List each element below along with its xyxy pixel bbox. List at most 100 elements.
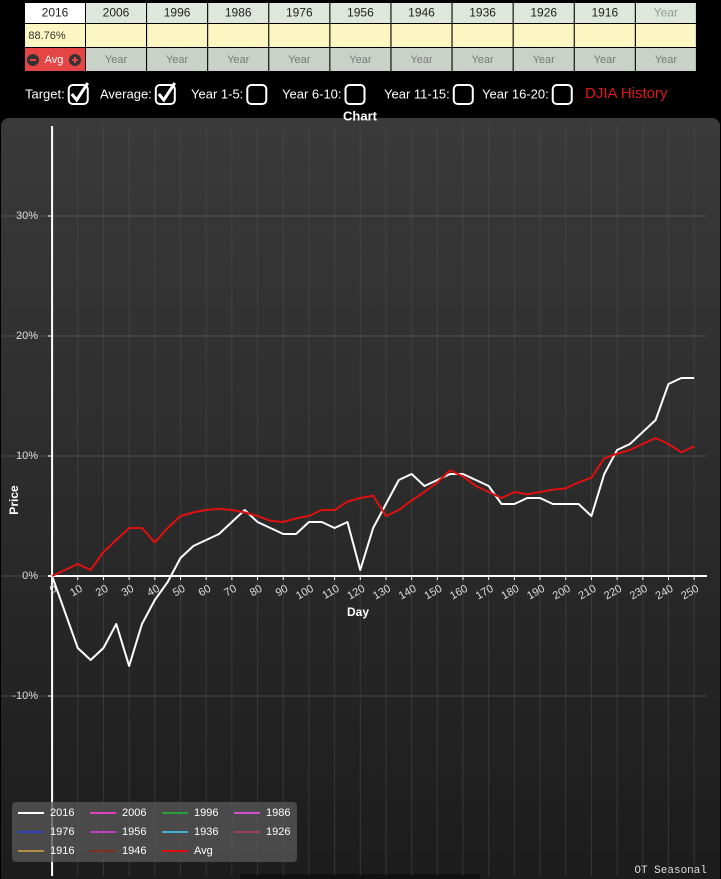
x-tick-label: 60 (197, 583, 214, 600)
checkbox[interactable] (452, 84, 474, 105)
value-label: 88.76% (28, 30, 66, 42)
header-label: 2006 (103, 6, 130, 20)
legend-label[interactable]: 1946 (122, 845, 146, 857)
year-label: Year (410, 54, 433, 66)
legend-label[interactable]: Avg (194, 845, 213, 857)
header-cell (513, 3, 574, 23)
year-cell[interactable] (452, 48, 513, 71)
year-label: Year (594, 54, 617, 66)
value-cell (391, 24, 452, 47)
legend-box (12, 802, 297, 862)
year-cell[interactable] (330, 48, 391, 71)
legend-label[interactable]: 2016 (50, 807, 74, 819)
year-cell[interactable] (574, 48, 635, 71)
checkmark (70, 82, 90, 103)
chart-title: Chart (343, 108, 378, 123)
y-tick-label: 20% (16, 330, 38, 342)
control-label: Average: (100, 86, 152, 101)
header-label: 1946 (408, 6, 435, 20)
checkmark (157, 82, 177, 103)
legend-label[interactable]: 1976 (50, 826, 74, 838)
checkbox[interactable] (246, 84, 268, 105)
value-cell (208, 24, 269, 47)
legend-label[interactable]: 1916 (50, 845, 74, 857)
control-label: Year 6-10: (282, 86, 342, 101)
x-tick-label: 50 (171, 583, 188, 600)
home-bar (240, 874, 480, 879)
year-label: Year (105, 54, 128, 66)
x-tick-label: 10 (68, 583, 85, 600)
control-label: Year 11-15: (384, 86, 450, 101)
year-label: Year (227, 54, 250, 66)
x-tick-label: 0 (48, 583, 59, 596)
control-label: Year 16-20: (482, 86, 549, 101)
series-line (51, 437, 695, 577)
year-label: Year (166, 54, 189, 66)
value-cell (330, 24, 391, 47)
value-cell (574, 24, 635, 47)
value-cell (147, 24, 208, 47)
legend-label[interactable]: 2006 (122, 807, 146, 819)
avg-cell[interactable] (25, 48, 85, 71)
avg-label: Avg (45, 54, 64, 66)
y-tick-label: 0% (22, 570, 38, 582)
x-axis-label: Day (347, 605, 369, 619)
djia-link[interactable]: DJIA History (585, 85, 668, 102)
header-label: 1956 (347, 6, 374, 20)
y-axis-label: Price (7, 485, 21, 515)
header-label: Year (654, 6, 678, 20)
header-label: 1996 (164, 6, 191, 20)
legend-label[interactable]: 1956 (122, 826, 146, 838)
legend-label[interactable]: 1996 (194, 807, 218, 819)
legend-label[interactable]: 1936 (194, 826, 218, 838)
year-cell[interactable] (147, 48, 208, 71)
checkbox[interactable] (67, 84, 89, 105)
value-cell (513, 24, 574, 47)
year-label: Year (471, 54, 494, 66)
legend-label[interactable]: 1986 (266, 807, 290, 819)
series-line (51, 377, 695, 667)
value-cell (25, 24, 85, 47)
value-cell (269, 24, 330, 47)
header-label: 1986 (225, 6, 252, 20)
x-tick-label: 30 (119, 583, 136, 600)
x-tick-label: 80 (248, 583, 265, 600)
header-label: 1936 (469, 6, 496, 20)
year-cell[interactable] (86, 48, 146, 71)
year-cell[interactable] (513, 48, 574, 71)
x-tick-label: 90 (274, 583, 291, 600)
header-cell (574, 3, 635, 23)
checkbox[interactable] (344, 84, 366, 105)
y-tick-label: 30% (16, 210, 38, 222)
header-cell (635, 3, 696, 23)
value-cell (635, 24, 696, 47)
year-cell[interactable] (208, 48, 269, 71)
year-cell[interactable] (635, 48, 696, 71)
value-cell (452, 24, 513, 47)
header-label: 1926 (530, 6, 557, 20)
year-cell[interactable] (391, 48, 452, 71)
x-tick-label: 20 (94, 583, 111, 600)
x-tick-label: 70 (222, 583, 239, 600)
header-cell (391, 3, 452, 23)
legend-label[interactable]: 1926 (266, 826, 290, 838)
year-label: Year (655, 54, 678, 66)
header-cell (86, 3, 146, 23)
header-label: 2016 (42, 6, 69, 20)
value-cell (86, 24, 146, 47)
checkbox[interactable] (551, 84, 573, 105)
header-cell (147, 3, 208, 23)
header-cell (330, 3, 391, 23)
header-label: 1916 (591, 6, 618, 20)
control-label: Year 1-5: (191, 86, 243, 101)
header-label: 1976 (286, 6, 313, 20)
checkbox[interactable] (154, 84, 176, 105)
footer-label: OT Seasonal (634, 865, 707, 877)
year-label: Year (349, 54, 372, 66)
year-label: Year (533, 54, 556, 66)
y-tick-label: 10% (16, 450, 38, 462)
year-cell[interactable] (269, 48, 330, 71)
y-tick-label: -10% (12, 690, 38, 702)
